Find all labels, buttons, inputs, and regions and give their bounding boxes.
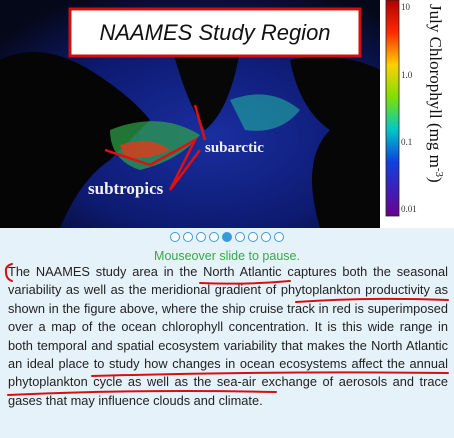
chlorophyll (230, 94, 300, 131)
colorbar-tick: 1.0 (401, 70, 413, 80)
colorbar-tick: 0.1 (401, 137, 412, 147)
title-box (68, 7, 362, 58)
dot[interactable] (170, 232, 180, 242)
carousel-dots (0, 232, 454, 242)
dot[interactable] (248, 232, 258, 242)
label-sup: -3 (433, 168, 445, 178)
text-panel: Mouseover slide to pause. The NAAMES stu… (0, 228, 454, 438)
label-end: ) (426, 177, 445, 183)
dot[interactable] (183, 232, 193, 242)
land (290, 56, 380, 228)
colorbar-tick: 10 (401, 2, 411, 12)
dot-active[interactable] (222, 232, 232, 242)
colorbar-label: July Chlorophyll (mg m-3) (426, 4, 445, 183)
dot[interactable] (209, 232, 219, 242)
land (0, 52, 150, 228)
pointer (193, 104, 207, 141)
paragraph: The NAAMES study area in the North Atlan… (8, 264, 448, 408)
dot[interactable] (235, 232, 245, 242)
dot[interactable] (196, 232, 206, 242)
colorbar (385, 0, 400, 217)
dot[interactable] (274, 232, 284, 242)
cruise-track (104, 136, 201, 191)
region-label: subtropics (88, 179, 164, 198)
slide-title: NAAMES Study Region (99, 20, 330, 45)
label-text: July Chlorophyll (mg m (426, 4, 445, 168)
dot[interactable] (261, 232, 271, 242)
chlorophyll (120, 141, 170, 159)
slide-image: NAAMES Study Region subarctic subtropics… (0, 0, 445, 228)
caption: Mouseover slide to pause. (154, 249, 300, 263)
colorbar-tick: 0.01 (401, 204, 417, 214)
region-label: subarctic (205, 140, 264, 156)
